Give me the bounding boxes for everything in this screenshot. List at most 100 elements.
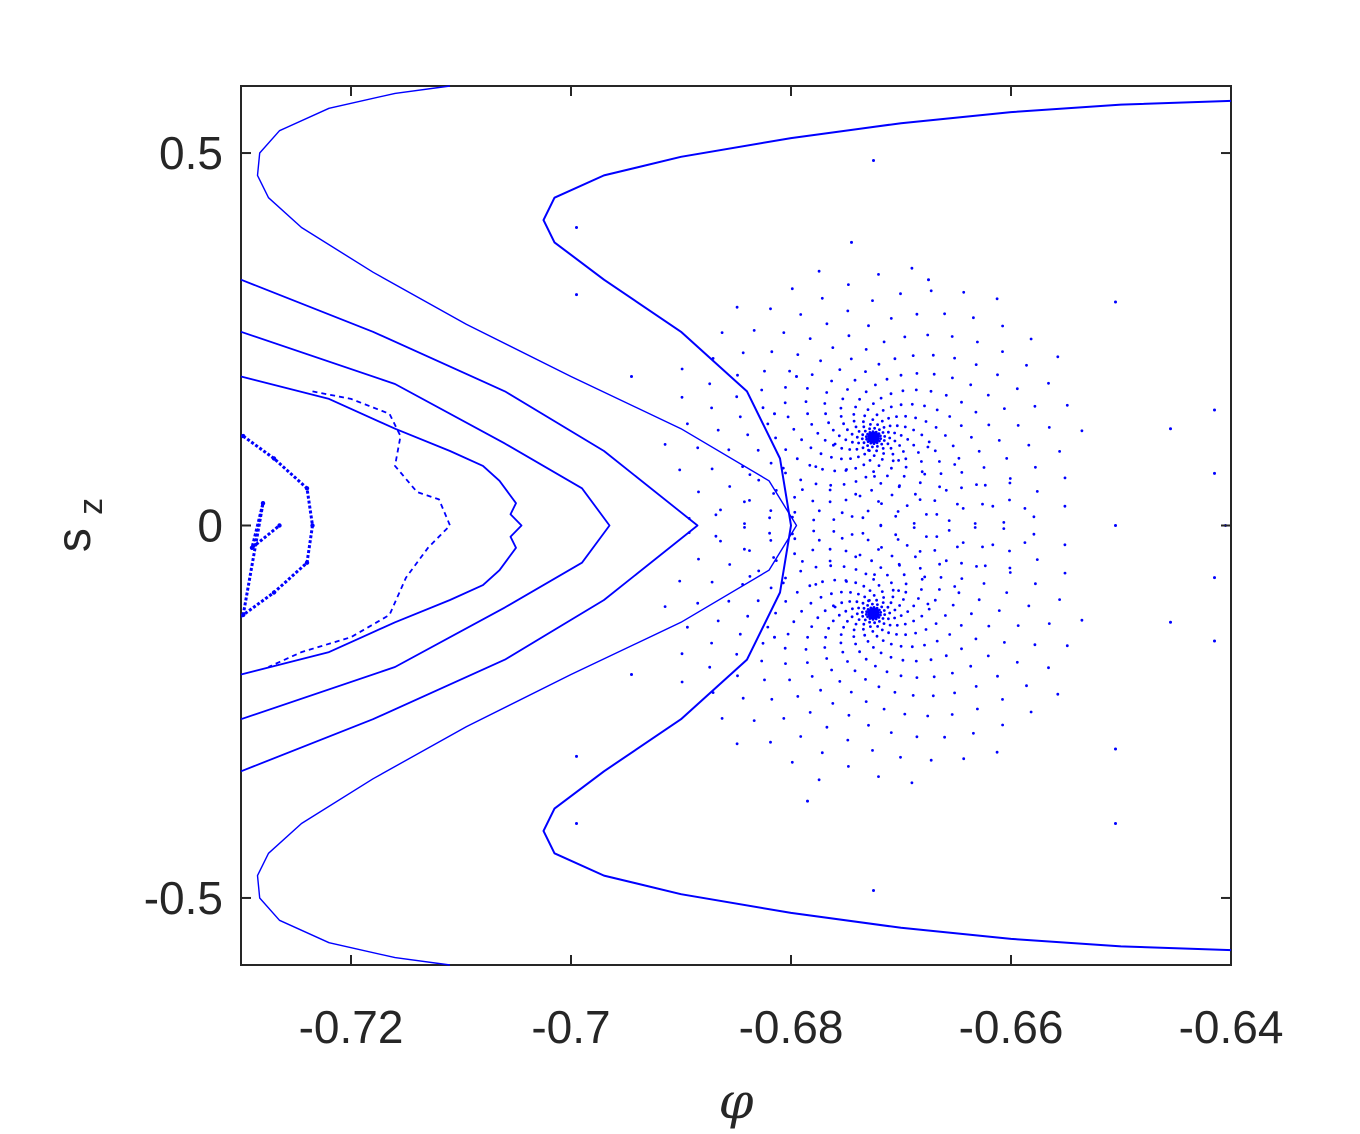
spiral-point — [896, 510, 900, 513]
spiral-point — [719, 508, 722, 512]
svg-text:s z: s z — [48, 498, 110, 552]
spiral-point — [851, 440, 854, 444]
spiral-point — [812, 529, 816, 533]
spiral-point — [868, 589, 872, 592]
spiral-point — [854, 480, 858, 483]
scatter-point — [872, 889, 875, 892]
spiral-point — [888, 623, 892, 627]
spiral-point — [827, 421, 830, 425]
x-tick-label: -0.72 — [299, 1001, 404, 1053]
spiral-point — [770, 350, 774, 354]
spiral-point — [872, 646, 875, 649]
spiral-point — [889, 446, 893, 450]
spiral-point — [863, 414, 867, 418]
spiral-point — [918, 566, 922, 570]
spiral-point — [738, 632, 742, 636]
spiral-point — [882, 340, 886, 344]
spiral-point — [819, 452, 823, 456]
spiral-point — [801, 560, 804, 563]
spiral-point — [821, 467, 824, 471]
spiral-point — [881, 431, 885, 434]
spiral-point — [1008, 571, 1012, 574]
spiral-point — [861, 531, 865, 535]
spiral-point — [935, 535, 939, 538]
spiral-point — [929, 658, 933, 662]
spiral-point — [821, 580, 824, 584]
series-sparse-points — [575, 159, 1227, 892]
series-inner-arc — [542, 99, 1232, 952]
spiral-point — [857, 455, 860, 459]
spiral-point — [1001, 324, 1004, 328]
spiral-point — [864, 435, 868, 438]
scatter-point — [304, 486, 310, 491]
spiral-point — [861, 516, 865, 520]
spiral-point — [1015, 660, 1019, 664]
spiral-point — [1005, 591, 1009, 594]
spiral-point — [953, 356, 956, 360]
spiral-point — [774, 559, 778, 562]
spiral-point — [1002, 521, 1006, 524]
spiral-point — [944, 654, 948, 658]
spiral-point — [844, 579, 848, 582]
spiral-point — [880, 590, 884, 593]
spiral-point — [841, 650, 845, 654]
spiral-point — [793, 495, 796, 499]
spiral-point — [862, 584, 866, 588]
spiral-point — [817, 509, 821, 513]
spiral-point — [763, 369, 766, 373]
spiral-point — [864, 370, 867, 373]
scatter-point — [241, 612, 246, 618]
spiral-point — [846, 309, 850, 313]
spiral-point — [846, 619, 849, 623]
spiral-point — [680, 680, 684, 684]
spiral-point — [890, 466, 893, 470]
spiral-point — [912, 443, 916, 447]
spiral-point — [772, 556, 775, 559]
spiral-point — [899, 403, 903, 407]
spiral-point — [977, 598, 981, 602]
spiral-point — [743, 547, 746, 551]
spiral-point — [920, 470, 924, 474]
spiral-point — [830, 379, 833, 383]
spiral-point — [879, 613, 882, 617]
spiral-point — [871, 749, 874, 752]
spiral-point — [1008, 481, 1012, 485]
spiral-point — [823, 646, 827, 649]
spiral-point — [882, 609, 886, 612]
spiral-point — [799, 569, 803, 573]
spiral-point — [810, 625, 814, 628]
spiral-point — [728, 563, 732, 566]
spiral-point — [806, 387, 809, 390]
spiral-point — [939, 576, 943, 579]
spiral-point — [902, 450, 905, 453]
spiral-point — [781, 466, 785, 470]
spiral-point — [918, 498, 922, 501]
spiral-point — [911, 694, 915, 697]
x-tick-label: -0.64 — [1179, 1001, 1284, 1053]
spiral-point — [796, 695, 800, 698]
spiral-point — [904, 590, 908, 594]
spiral-point — [1080, 618, 1084, 622]
spiral-point — [944, 559, 948, 563]
plot-frame — [240, 85, 1232, 966]
spiral-point — [784, 448, 788, 451]
spiral-point — [904, 633, 907, 637]
y-axis-label: s — [48, 528, 101, 552]
spiral-point — [920, 577, 924, 581]
spiral-point — [1063, 571, 1067, 575]
spiral-point — [1008, 549, 1011, 553]
y-axis-label-group: s z — [48, 498, 110, 552]
spiral-point — [814, 565, 818, 569]
spiral-point — [923, 472, 927, 476]
spiral-point — [935, 513, 939, 516]
trajectory-curve — [542, 99, 1232, 952]
spiral-point — [875, 413, 879, 417]
spiral-point — [854, 466, 858, 470]
spiral-point — [886, 573, 889, 577]
spiral-point — [975, 565, 978, 568]
spiral-point — [912, 522, 916, 525]
spiral-point — [875, 634, 879, 638]
spiral-point — [889, 731, 893, 734]
series-wavy-band — [240, 375, 523, 676]
spiral-point — [912, 428, 915, 432]
